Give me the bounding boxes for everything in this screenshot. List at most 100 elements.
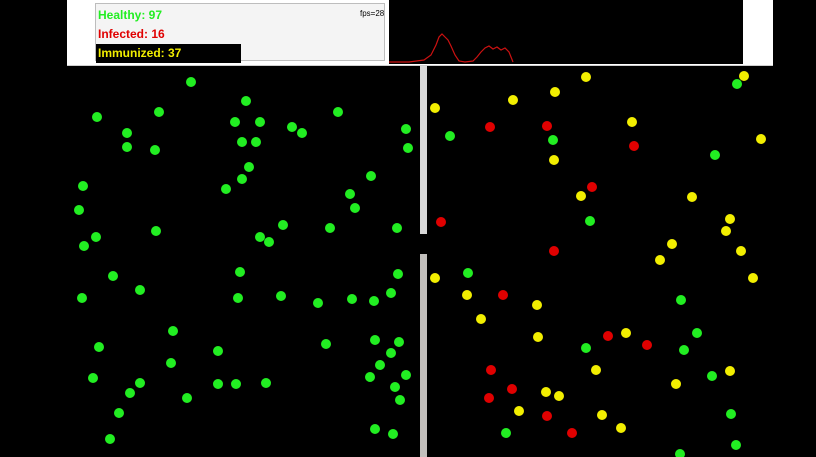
top-bar: Healthy: 97 Infected: 16 Immunized: 37 f… [0,0,816,66]
healthy-person-dot [401,124,411,134]
healthy-person-dot [692,328,702,338]
healthy-person-dot [135,285,145,295]
healthy-person-dot [221,184,231,194]
healthy-person-dot [321,339,331,349]
immunized-person-dot [462,290,472,300]
healthy-person-dot [150,145,160,155]
healthy-person-dot [241,96,251,106]
healthy-person-dot [710,150,720,160]
healthy-person-dot [91,232,101,242]
infected-person-dot [542,121,552,131]
healthy-person-dot [255,232,265,242]
immunized-person-dot [671,379,681,389]
healthy-person-dot [369,296,379,306]
infected-person-dot [436,217,446,227]
healthy-person-dot [125,388,135,398]
healthy-person-dot [244,162,254,172]
healthy-person-dot [501,428,511,438]
immunized-person-dot [687,192,697,202]
healthy-person-dot [237,137,247,147]
immunized-person-dot [430,103,440,113]
healthy-person-dot [77,293,87,303]
immunized-person-dot [508,95,518,105]
immunized-person-dot [725,214,735,224]
infected-person-dot [587,182,597,192]
immunized-person-dot [541,387,551,397]
immunized-person-dot [748,273,758,283]
healthy-person-dot [235,267,245,277]
healthy-person-dot [445,131,455,141]
healthy-person-dot [370,335,380,345]
healthy-person-dot [350,203,360,213]
healthy-person-dot [278,220,288,230]
divider-wall-top [420,66,427,234]
infection-graph [389,0,743,64]
healthy-person-dot [261,378,271,388]
healthy-person-dot [390,382,400,392]
healthy-person-dot [213,379,223,389]
healthy-person-dot [386,288,396,298]
healthy-person-dot [108,271,118,281]
infection-graph-line [389,33,514,63]
infected-person-dot [567,428,577,438]
healthy-person-dot [166,358,176,368]
divider-wall-bottom [420,254,427,457]
healthy-person-dot [675,449,685,457]
healthy-person-dot [94,342,104,352]
healthy-person-dot [403,143,413,153]
infected-person-dot [485,122,495,132]
healthy-person-dot [264,237,274,247]
immunized-person-dot [736,246,746,256]
infected-person-dot [498,290,508,300]
healthy-person-dot [114,408,124,418]
healthy-person-dot [394,337,404,347]
infected-person-dot [629,141,639,151]
immunized-person-dot [430,273,440,283]
infected-person-dot [486,365,496,375]
healthy-person-dot [237,174,247,184]
healthy-person-dot [325,223,335,233]
healthy-person-dot [731,440,741,450]
healthy-person-dot [92,112,102,122]
healthy-person-dot [276,291,286,301]
immunized-person-dot [627,117,637,127]
healthy-person-dot [151,226,161,236]
simulation-canvas [74,66,766,457]
healthy-person-dot [287,122,297,132]
fps-readout: fps=28 [360,9,385,18]
immunized-person-dot [597,410,607,420]
healthy-person-dot [182,393,192,403]
infection-graph-canvas [389,33,514,63]
healthy-person-dot [401,370,411,380]
healthy-person-dot [375,360,385,370]
healthy-person-dot [732,79,742,89]
healthy-person-dot [333,107,343,117]
healthy-person-dot [186,77,196,87]
healthy-person-dot [105,434,115,444]
immunized-person-dot [581,72,591,82]
healthy-person-dot [313,298,323,308]
infected-count: Infected: 16 [98,27,165,41]
infected-person-dot [642,340,652,350]
healthy-person-dot [386,348,396,358]
healthy-person-dot [581,343,591,353]
infected-person-dot [549,246,559,256]
healthy-person-dot [463,268,473,278]
immunized-person-dot [667,239,677,249]
healthy-person-dot [255,117,265,127]
healthy-person-dot [679,345,689,355]
healthy-person-dot [122,128,132,138]
healthy-person-dot [78,181,88,191]
immunized-person-dot [756,134,766,144]
healthy-person-dot [347,294,357,304]
infected-person-dot [484,393,494,403]
infected-person-dot [542,411,552,421]
immunized-person-dot [739,71,749,81]
infected-person-dot [507,384,517,394]
immunized-person-dot [655,255,665,265]
healthy-person-dot [707,371,717,381]
healthy-person-dot [233,293,243,303]
healthy-person-dot [74,205,84,215]
stats-panel: Healthy: 97 Infected: 16 Immunized: 37 f… [67,0,773,66]
healthy-person-dot [676,295,686,305]
